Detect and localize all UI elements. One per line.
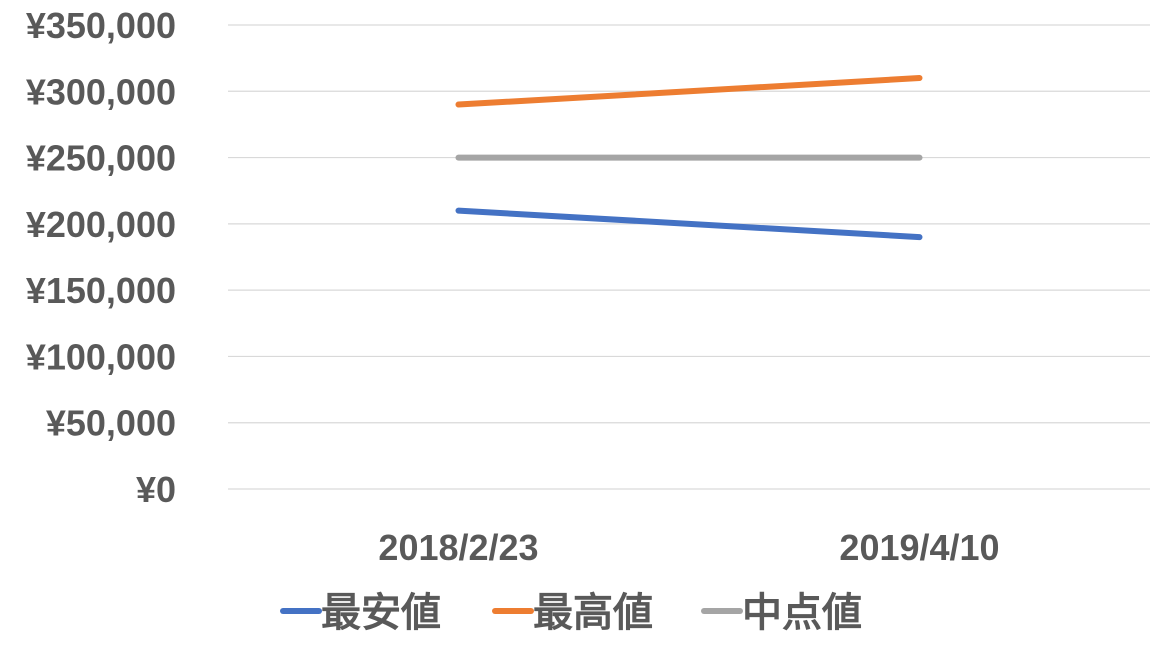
y-axis-tick-labels: ¥0 ¥50,000 ¥100,000 ¥150,000 ¥200,000 ¥250,00… — [26, 5, 176, 510]
gridlines — [228, 24, 1150, 490]
y-tick-label: ¥200,000 — [26, 204, 176, 245]
legend: 最安値 最高値 中点値 — [280, 590, 862, 636]
y-tick-label: ¥0 — [136, 469, 176, 510]
y-tick-label: ¥100,000 — [26, 336, 176, 377]
y-tick-label: ¥300,000 — [26, 71, 176, 112]
series-line — [455, 75, 923, 108]
x-tick-label: 2018/2/23 — [378, 527, 538, 568]
y-tick-label: ¥350,000 — [26, 5, 176, 46]
series-lines — [455, 75, 923, 241]
legend-label: 中点値 — [742, 590, 862, 636]
y-tick-label: ¥250,000 — [26, 138, 176, 179]
legend-label: 最安値 — [321, 590, 441, 636]
y-tick-label: ¥50,000 — [46, 403, 176, 444]
x-tick-label: 2019/4/10 — [839, 527, 999, 568]
legend-label: 最高値 — [533, 590, 653, 636]
x-axis-tick-labels: 2018/2/23 2019/4/10 — [378, 527, 999, 568]
series-line — [455, 207, 923, 241]
y-tick-label: ¥150,000 — [26, 270, 176, 311]
